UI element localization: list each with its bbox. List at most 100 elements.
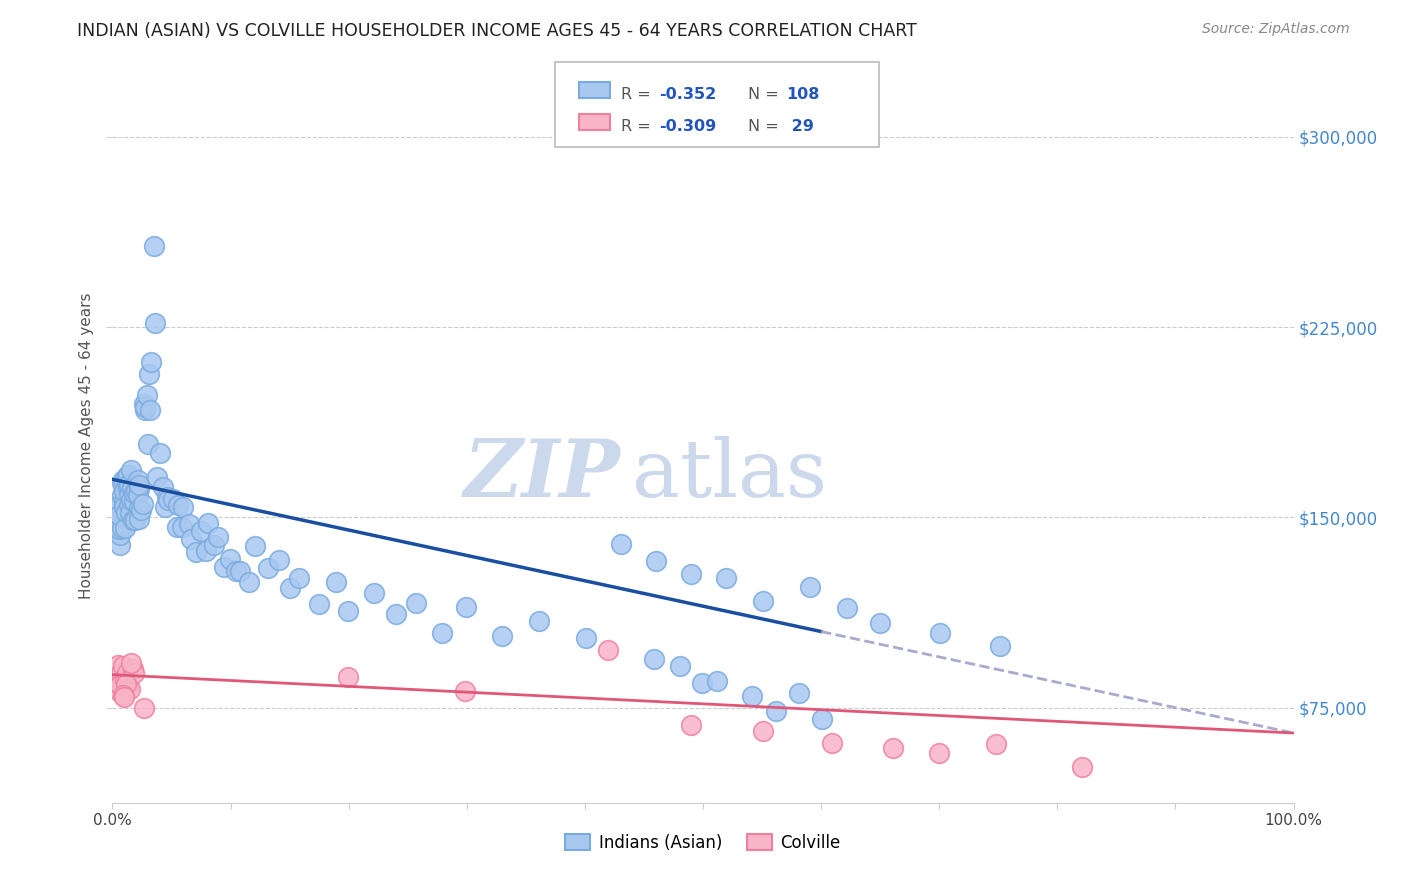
Point — [765, 704, 787, 718]
Point — [928, 626, 950, 640]
Point — [204, 538, 226, 552]
Point — [491, 629, 513, 643]
Point — [243, 539, 266, 553]
Point — [108, 538, 131, 552]
Point — [146, 469, 169, 483]
Point — [134, 402, 156, 417]
Point — [267, 553, 290, 567]
Point — [132, 497, 155, 511]
Point — [111, 521, 134, 535]
Text: N =: N = — [748, 119, 785, 134]
Point — [821, 736, 844, 750]
Point — [121, 513, 143, 527]
Point — [149, 446, 172, 460]
Point — [988, 639, 1011, 653]
Point — [225, 564, 247, 578]
Point — [679, 566, 702, 581]
Point — [111, 476, 134, 491]
Point — [115, 676, 138, 690]
Point — [835, 601, 858, 615]
Point — [127, 473, 149, 487]
Point — [108, 528, 131, 542]
Text: 29: 29 — [786, 119, 814, 134]
Point — [132, 701, 155, 715]
Point — [117, 665, 139, 680]
Point — [128, 478, 150, 492]
Point — [138, 367, 160, 381]
Point — [112, 494, 135, 508]
Point — [120, 463, 142, 477]
Point — [177, 516, 200, 531]
Point — [117, 468, 139, 483]
Point — [118, 506, 141, 520]
Text: Source: ZipAtlas.com: Source: ZipAtlas.com — [1202, 22, 1350, 37]
Text: -0.309: -0.309 — [659, 119, 717, 134]
Point — [456, 600, 478, 615]
Point — [643, 652, 665, 666]
Text: INDIAN (ASIAN) VS COLVILLE HOUSEHOLDER INCOME AGES 45 - 64 YEARS CORRELATION CHA: INDIAN (ASIAN) VS COLVILLE HOUSEHOLDER I… — [77, 22, 917, 40]
Point — [280, 581, 302, 595]
Point — [156, 491, 179, 505]
Point — [124, 665, 146, 680]
Point — [337, 670, 360, 684]
Point — [869, 616, 891, 631]
Point — [125, 484, 148, 499]
Point — [308, 597, 330, 611]
Text: -0.352: -0.352 — [659, 87, 717, 102]
Point — [122, 486, 145, 500]
Point — [527, 615, 550, 629]
Y-axis label: Householder Income Ages 45 - 64 years: Householder Income Ages 45 - 64 years — [79, 293, 94, 599]
Point — [122, 662, 145, 676]
Point — [121, 482, 143, 496]
Point — [104, 521, 127, 535]
Point — [117, 480, 139, 494]
Point — [741, 689, 763, 703]
Point — [219, 551, 242, 566]
Point — [139, 403, 162, 417]
Point — [108, 508, 131, 522]
Text: ZIP: ZIP — [464, 436, 620, 513]
Point — [108, 668, 131, 682]
Point — [118, 476, 141, 491]
Point — [122, 494, 145, 508]
Point — [405, 596, 427, 610]
Point — [162, 492, 184, 507]
Point — [118, 682, 141, 697]
Point — [195, 544, 218, 558]
Point — [107, 500, 129, 515]
Point — [1071, 760, 1094, 774]
Point — [454, 684, 477, 698]
Point — [167, 498, 190, 512]
Point — [751, 724, 773, 739]
Point — [787, 686, 810, 700]
Point — [111, 473, 134, 487]
Point — [430, 626, 453, 640]
Point — [136, 437, 159, 451]
Text: N =: N = — [748, 87, 785, 102]
Text: R =: R = — [621, 87, 657, 102]
Point — [229, 564, 252, 578]
Point — [135, 388, 157, 402]
Point — [114, 673, 136, 687]
Point — [127, 488, 149, 502]
Point — [120, 656, 142, 670]
Point — [197, 516, 219, 530]
Point — [132, 397, 155, 411]
Point — [799, 581, 821, 595]
Point — [112, 659, 135, 673]
Point — [207, 530, 229, 544]
Point — [115, 677, 138, 691]
Point — [385, 607, 408, 621]
Point — [212, 560, 235, 574]
Point — [610, 537, 633, 551]
Legend: Indians (Asian), Colville: Indians (Asian), Colville — [558, 828, 848, 859]
Point — [811, 711, 834, 725]
Point — [706, 674, 728, 689]
Point — [645, 554, 668, 568]
Point — [190, 524, 212, 539]
Point — [596, 643, 619, 657]
Point — [142, 239, 165, 253]
Point — [681, 718, 703, 732]
Point — [669, 658, 692, 673]
Point — [114, 520, 136, 534]
